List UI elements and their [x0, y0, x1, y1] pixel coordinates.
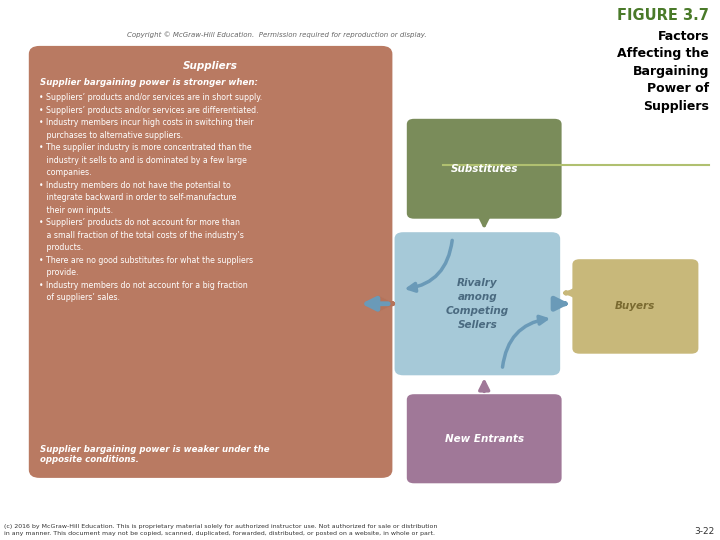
Text: 3-22: 3-22 — [695, 526, 715, 536]
Text: Buyers: Buyers — [616, 301, 655, 312]
Text: Factors
Affecting the
Bargaining
Power of
Suppliers: Factors Affecting the Bargaining Power o… — [617, 30, 709, 113]
Text: • Suppliers’ products and/or services are in short supply.
• Suppliers’ products: • Suppliers’ products and/or services ar… — [39, 93, 262, 302]
FancyBboxPatch shape — [407, 394, 562, 483]
Text: Substitutes: Substitutes — [451, 164, 518, 174]
Text: Rivalry
among
Competing
Sellers: Rivalry among Competing Sellers — [446, 278, 509, 330]
FancyBboxPatch shape — [29, 46, 392, 478]
Text: Copyright © McGraw-Hill Education.  Permission required for reproduction or disp: Copyright © McGraw-Hill Education. Permi… — [127, 32, 427, 38]
Text: Supplier bargaining power is stronger when:: Supplier bargaining power is stronger wh… — [40, 78, 258, 87]
FancyBboxPatch shape — [407, 119, 562, 219]
FancyBboxPatch shape — [395, 232, 560, 375]
Text: Suppliers: Suppliers — [183, 61, 238, 71]
Text: FIGURE 3.7: FIGURE 3.7 — [617, 8, 709, 23]
Text: Supplier bargaining power is weaker under the
opposite conditions.: Supplier bargaining power is weaker unde… — [40, 445, 270, 464]
Text: New Entrants: New Entrants — [445, 434, 523, 444]
Text: (c) 2016 by McGraw-Hill Education. This is proprietary material solely for autho: (c) 2016 by McGraw-Hill Education. This … — [4, 524, 437, 536]
FancyBboxPatch shape — [572, 259, 698, 354]
